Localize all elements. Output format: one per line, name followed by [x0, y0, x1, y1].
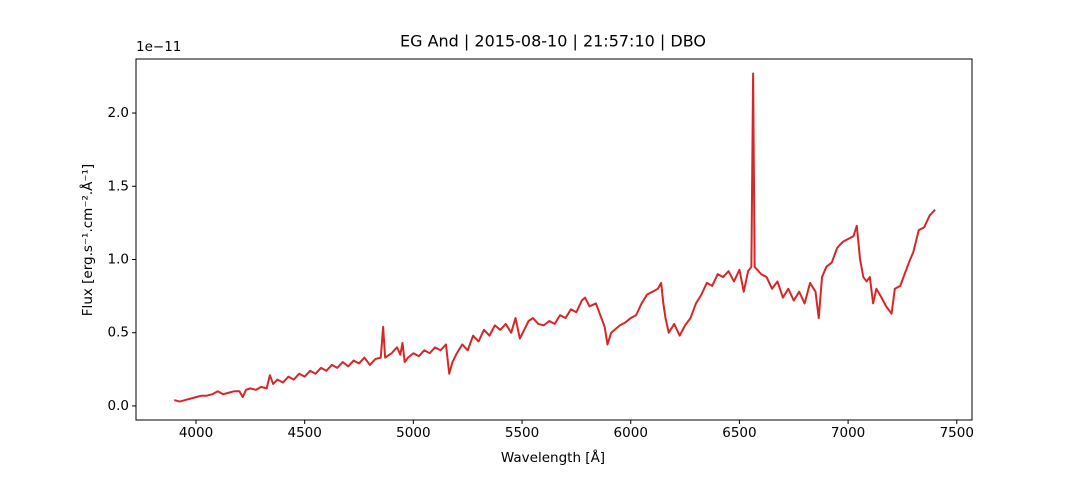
chart-title: EG And | 2015-08-10 | 21:57:10 | DBO	[400, 32, 706, 51]
y-offset-label: 1e−11	[136, 39, 181, 55]
x-tick-label: 7000	[831, 425, 865, 441]
x-tick-label: 7500	[940, 425, 974, 441]
x-axis-label: Wavelength [Å]	[501, 449, 605, 466]
x-tick-label: 6500	[722, 425, 756, 441]
y-axis-label: Flux [erg.s⁻¹.cm⁻².Å⁻¹]	[79, 164, 96, 316]
y-tick-label: 1.0	[108, 251, 129, 267]
x-tick-label: 4500	[287, 425, 321, 441]
y-tick-label: 0.5	[108, 325, 129, 341]
x-tick-label: 5500	[505, 425, 539, 441]
x-tick-label: 5000	[396, 425, 430, 441]
x-tick-label: 4000	[179, 425, 213, 441]
y-tick-label: 1.5	[108, 178, 129, 194]
y-tick-label: 2.0	[108, 105, 129, 121]
x-tick-label: 6000	[614, 425, 648, 441]
spectrum-line	[173, 72, 936, 403]
y-tick-label: 0.0	[108, 398, 129, 414]
plot-frame	[135, 58, 973, 421]
